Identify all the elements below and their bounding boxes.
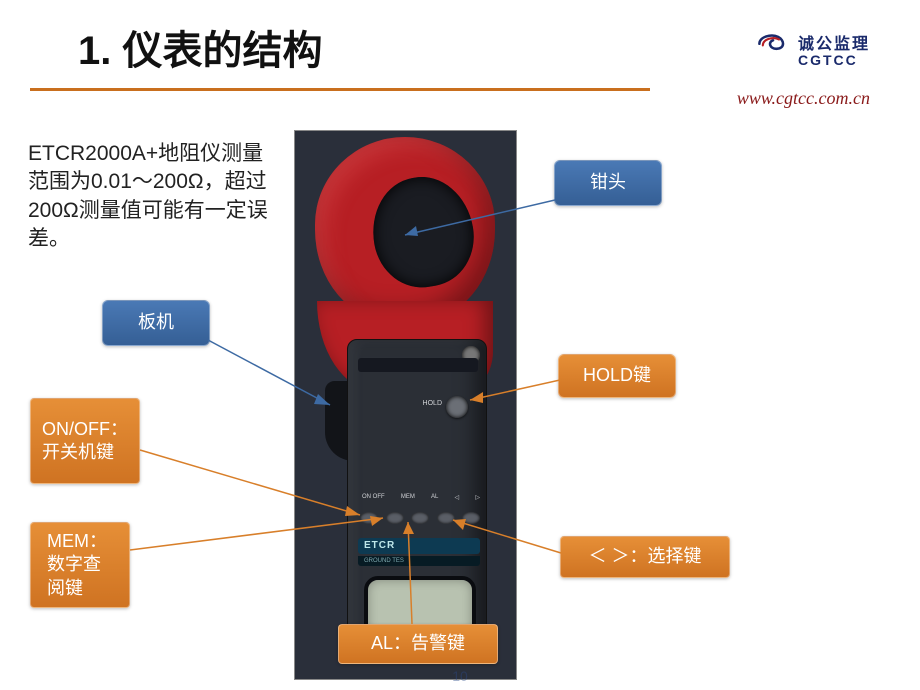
onoff-button	[360, 512, 378, 524]
callout-arrows-label: ＜ ＞：选择键	[572, 535, 717, 578]
callout-clamp: 钳头	[554, 160, 662, 206]
callout-onoff-label: ON/OFF：开关机键	[26, 408, 144, 475]
callout-hold: HOLD键	[558, 354, 676, 398]
button-row	[360, 512, 480, 524]
btn-label-mem: MEM	[401, 494, 415, 501]
btn-label-onoff: ON OFF	[362, 494, 385, 501]
page-number: 10	[452, 668, 468, 684]
left-button	[437, 512, 455, 524]
callout-hold-label: HOLD键	[567, 354, 667, 397]
callout-onoff: ON/OFF：开关机键	[30, 398, 140, 484]
model-label: GROUND TES	[358, 556, 480, 566]
slide-title: 1. 仪表的结构	[78, 18, 322, 76]
logo-text-cn: 诚公监理	[798, 30, 870, 54]
callout-mem: MEM：数字查阅键	[30, 522, 130, 608]
logo-text-en: CGTCC	[798, 52, 870, 68]
callout-mem-label: MEM：数字查阅键	[31, 520, 129, 610]
right-button	[462, 512, 480, 524]
callout-al-label: AL：告警键	[355, 622, 481, 665]
brand-label: ETCR	[358, 538, 480, 554]
clamp-opening	[364, 169, 482, 295]
btn-label-right: ▷	[475, 494, 480, 501]
callout-trigger: 板机	[102, 300, 210, 346]
callout-trigger-label: 板机	[122, 301, 190, 344]
al-button	[411, 512, 429, 524]
device-photo: HOLD ON OFF MEM AL ◁ ▷ ETCR GROUND TES	[294, 130, 517, 680]
btn-label-al: AL	[431, 494, 438, 501]
callout-clamp-label: 钳头	[574, 161, 642, 204]
clamp-jaw	[315, 137, 495, 322]
callout-al: AL：告警键	[338, 624, 498, 664]
intro-text: ETCR2000A+地阻仪测量范围为0.01～200Ω，超过200Ω测量值可能有…	[28, 140, 268, 253]
hold-button	[446, 396, 468, 418]
mem-button	[386, 512, 404, 524]
rating-strip	[358, 358, 478, 372]
title-underline	[30, 88, 650, 91]
callout-arrows: ＜ ＞：选择键	[560, 536, 730, 578]
device-body: HOLD ON OFF MEM AL ◁ ▷ ETCR GROUND TES	[347, 339, 487, 664]
btn-label-left: ◁	[455, 494, 460, 501]
company-url: www.cgtcc.com.cn	[737, 88, 870, 109]
logo: 诚公监理 CGTCC	[756, 30, 870, 68]
hold-print-label: HOLD	[423, 400, 442, 407]
button-print-labels: ON OFF MEM AL ◁ ▷	[362, 494, 480, 501]
logo-swirl-icon	[756, 31, 790, 53]
